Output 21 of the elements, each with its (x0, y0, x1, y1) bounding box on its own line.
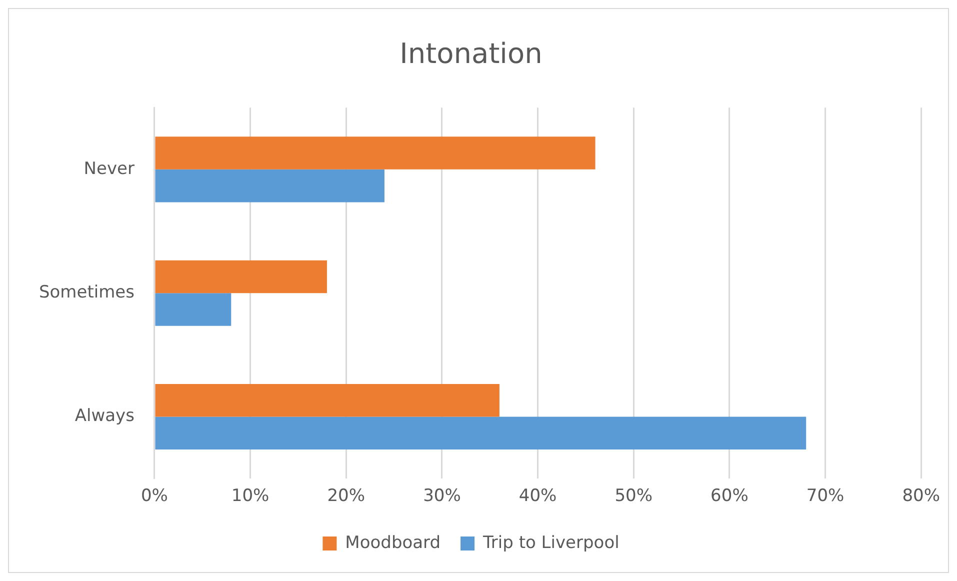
bar (155, 416, 806, 450)
y-tick-label: Never (84, 158, 134, 179)
x-tick-label: 30% (423, 486, 461, 506)
bar (155, 169, 384, 202)
bar (155, 260, 327, 294)
x-tick-label: 20% (327, 486, 366, 506)
bar (155, 136, 596, 170)
x-tick-label: 70% (806, 486, 844, 506)
y-tick-label: Always (74, 406, 135, 426)
legend-label: Moodboard (345, 532, 441, 553)
legend-label: Trip to Liverpool (482, 532, 620, 553)
bar (155, 293, 232, 326)
x-tick-label: 80% (902, 486, 940, 506)
x-tick-label: 60% (710, 486, 748, 506)
x-tick-label: 0% (140, 486, 168, 506)
x-tick-label: 10% (231, 486, 270, 506)
y-tick-label: Sometimes (38, 282, 135, 303)
x-tick-label: 50% (614, 486, 653, 506)
x-tick-label: 40% (518, 486, 557, 506)
chart-title: Intonation (400, 37, 542, 70)
bar (155, 384, 500, 417)
